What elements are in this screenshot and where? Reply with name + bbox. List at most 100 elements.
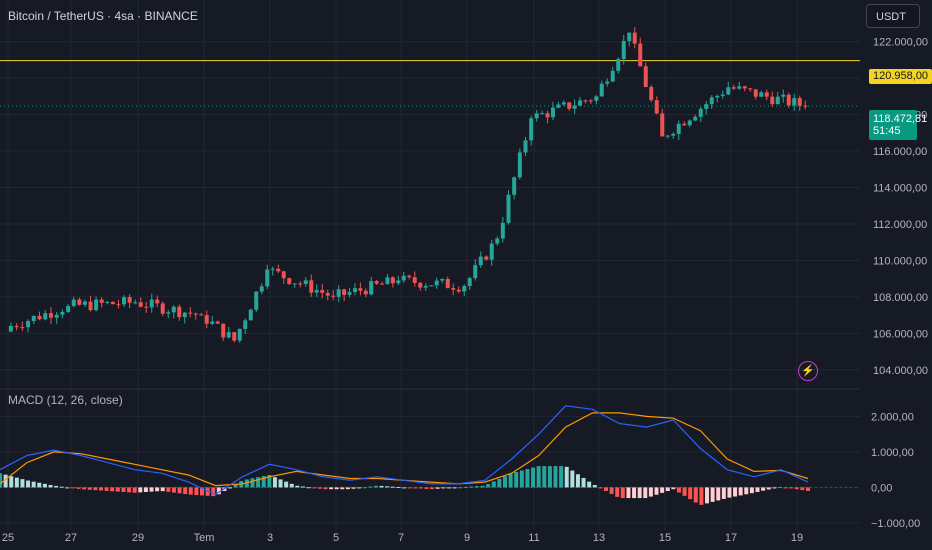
candle-body bbox=[803, 105, 808, 107]
macd-histogram-bar bbox=[620, 487, 625, 499]
macd-histogram-bar bbox=[710, 487, 715, 502]
macd-histogram-bar bbox=[547, 466, 552, 488]
macd-histogram-bar bbox=[183, 487, 188, 495]
macd-histogram-bar bbox=[632, 487, 637, 499]
candle-body bbox=[171, 306, 176, 313]
macd-histogram-bar bbox=[261, 476, 266, 488]
macd-histogram-bar bbox=[54, 485, 59, 488]
candle-body bbox=[166, 312, 171, 314]
macd-histogram-bar bbox=[794, 487, 799, 490]
macd-histogram-bar bbox=[660, 487, 665, 493]
candle-body bbox=[742, 86, 747, 89]
macd-histogram-bar bbox=[469, 486, 474, 488]
candle-body bbox=[314, 290, 319, 293]
candle-body bbox=[726, 87, 731, 95]
candle-body bbox=[88, 301, 93, 311]
macd-histogram-bar bbox=[82, 487, 87, 490]
macd-histogram-bar bbox=[626, 487, 631, 499]
candle-body bbox=[797, 98, 802, 106]
time-tick-label: 5 bbox=[333, 532, 339, 544]
macd-series bbox=[0, 405, 810, 505]
macd-histogram-bar bbox=[284, 481, 289, 488]
macd-histogram-bar bbox=[699, 487, 704, 505]
candle-body bbox=[720, 94, 725, 96]
macd-histogram-bar bbox=[127, 487, 132, 493]
macd-histogram-bar bbox=[519, 470, 524, 488]
macd-histogram-bar bbox=[379, 485, 384, 488]
macd-histogram-bar bbox=[14, 477, 19, 488]
macd-histogram-bar bbox=[761, 487, 766, 491]
candle-body bbox=[204, 315, 209, 324]
grid-lines bbox=[0, 0, 860, 530]
lightning-icon[interactable]: ⚡ bbox=[798, 361, 818, 381]
candle-body bbox=[110, 301, 115, 305]
currency-button[interactable]: USDT bbox=[866, 4, 920, 28]
macd-histogram-bar bbox=[31, 481, 36, 488]
candle-body bbox=[578, 100, 583, 106]
last-price-value: 118.472,81 bbox=[873, 113, 928, 125]
macd-histogram-bar bbox=[514, 472, 519, 488]
macd-tick-label: −1.000,00 bbox=[871, 518, 920, 530]
candle-body bbox=[529, 118, 534, 141]
macd-histogram-bar bbox=[250, 478, 255, 488]
macd-histogram-bar bbox=[385, 486, 390, 488]
candle-body bbox=[221, 323, 226, 338]
macd-histogram-bar bbox=[93, 487, 98, 491]
macd-histogram-bar bbox=[396, 487, 401, 489]
macd-histogram-bar bbox=[317, 487, 322, 489]
price-tick-label: 122.000,00 bbox=[873, 37, 928, 49]
macd-histogram-bar bbox=[115, 487, 120, 492]
candle-body bbox=[133, 302, 138, 304]
macd-histogram-bar bbox=[480, 485, 485, 488]
candle-body bbox=[534, 113, 539, 119]
macd-histogram-bar bbox=[334, 487, 339, 490]
macd-histogram-bar bbox=[705, 487, 709, 504]
price-tick-label: 110.000,00 bbox=[873, 255, 927, 267]
candle-body bbox=[182, 312, 187, 318]
macd-histogram-bar bbox=[188, 487, 193, 495]
candle-body bbox=[309, 280, 314, 293]
macd-histogram-bar bbox=[272, 477, 277, 488]
macd-tick-label: 1.000,00 bbox=[871, 447, 914, 459]
macd-histogram-bar bbox=[542, 466, 547, 488]
time-tick-label: 9 bbox=[464, 532, 470, 544]
candle-body bbox=[561, 102, 566, 105]
macd-histogram-bar bbox=[587, 481, 592, 488]
macd-histogram-bar bbox=[267, 474, 272, 488]
candle-body bbox=[440, 279, 445, 281]
macd-histogram-bar bbox=[452, 487, 457, 489]
macd-histogram-bar bbox=[800, 487, 805, 491]
macd-histogram-bar bbox=[766, 487, 771, 490]
macd-histogram-bar bbox=[362, 487, 367, 489]
candle-body bbox=[352, 288, 357, 293]
macd-histogram-bar bbox=[654, 487, 659, 495]
macd-histogram-bar bbox=[609, 487, 614, 494]
candle-body bbox=[512, 177, 517, 195]
macd-histogram-bar bbox=[744, 487, 749, 495]
candle-body bbox=[270, 268, 275, 270]
macd-tick-label: 2.000,00 bbox=[871, 411, 914, 423]
candle-body bbox=[193, 313, 198, 315]
candle-body bbox=[671, 133, 676, 136]
macd-histogram-bar bbox=[149, 487, 154, 492]
candle-body bbox=[786, 94, 791, 106]
candle-body bbox=[390, 277, 395, 284]
candle-body bbox=[8, 325, 13, 332]
candle-body bbox=[281, 271, 286, 279]
time-tick-label: 25 bbox=[2, 532, 14, 544]
candle-body bbox=[753, 89, 758, 97]
candle-body bbox=[445, 279, 450, 289]
candle-body bbox=[627, 32, 632, 42]
macd-histogram-bar bbox=[48, 484, 53, 488]
candle-body bbox=[599, 83, 604, 97]
indicator-title[interactable]: MACD (12, 26, close) bbox=[8, 393, 123, 407]
macd-histogram-bar bbox=[312, 487, 317, 489]
candle-body bbox=[385, 277, 390, 285]
candle-body bbox=[259, 286, 264, 292]
macd-histogram-bar bbox=[256, 477, 261, 488]
candle-body bbox=[462, 285, 467, 292]
candle-body bbox=[232, 332, 237, 341]
macd-histogram-bar bbox=[289, 483, 294, 488]
candle-body bbox=[144, 306, 149, 308]
